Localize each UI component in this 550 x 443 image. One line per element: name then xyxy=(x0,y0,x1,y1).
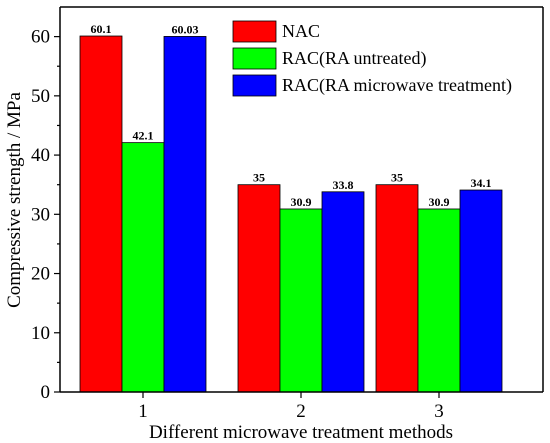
data-label-1-2: 35 xyxy=(253,171,265,185)
data-label-2-1: 42.1 xyxy=(133,129,154,143)
bar-1-3 xyxy=(375,184,419,393)
y-tick-label-40: 40 xyxy=(31,145,50,166)
x-axis-title: Different microwave treatment methods xyxy=(149,422,453,443)
data-label-1-1: 60.1 xyxy=(91,22,112,36)
bar-1-1 xyxy=(79,35,123,393)
x-tick-label-3: 3 xyxy=(434,401,444,422)
data-label-3-3: 34.1 xyxy=(471,176,492,190)
data-label-2-2: 30.9 xyxy=(291,195,312,209)
data-label-3-2: 33.8 xyxy=(333,178,354,192)
axes-group: 0 10 20 30 40 50 60 1 2 3 xyxy=(31,6,544,422)
legend-label-1: NAC xyxy=(282,21,320,41)
data-label-1-3: 35 xyxy=(391,171,403,185)
y-tick-label-10: 10 xyxy=(31,323,50,344)
y-tick-label-60: 60 xyxy=(31,27,50,48)
y-tick-label-50: 50 xyxy=(31,86,50,107)
bar-3-2 xyxy=(321,191,365,393)
bars-group xyxy=(79,35,503,393)
bar-1-2 xyxy=(237,184,281,393)
y-tick-label-20: 20 xyxy=(31,264,50,285)
legend-label-3: RAC(RA microwave treatment) xyxy=(282,75,512,96)
bar-3-3 xyxy=(459,189,503,393)
data-labels-group: 60.1 35 35 42.1 30.9 30.9 60.03 33.8 34.1 xyxy=(91,22,492,209)
bar-2-3 xyxy=(417,208,461,393)
data-label-3-1: 60.03 xyxy=(172,22,199,36)
legend-swatch-1 xyxy=(232,20,277,43)
bar-3-1 xyxy=(163,36,207,393)
bar-2-1 xyxy=(121,142,165,393)
x-tick-label-2: 2 xyxy=(296,401,306,422)
legend-swatch-3 xyxy=(232,74,277,97)
data-label-2-3: 30.9 xyxy=(429,195,450,209)
bar-2-2 xyxy=(279,208,323,393)
legend-label-2: RAC(RA untreated) xyxy=(282,48,426,69)
legend-swatch-2 xyxy=(232,47,277,70)
x-tick-label-1: 1 xyxy=(138,401,148,422)
y-tick-label-0: 0 xyxy=(41,382,51,403)
y-tick-label-30: 30 xyxy=(31,204,50,225)
y-axis-title: Compressive strength / MPa xyxy=(4,92,25,308)
legend: NAC RAC(RA untreated) RAC(RA microwave tre… xyxy=(232,20,512,97)
